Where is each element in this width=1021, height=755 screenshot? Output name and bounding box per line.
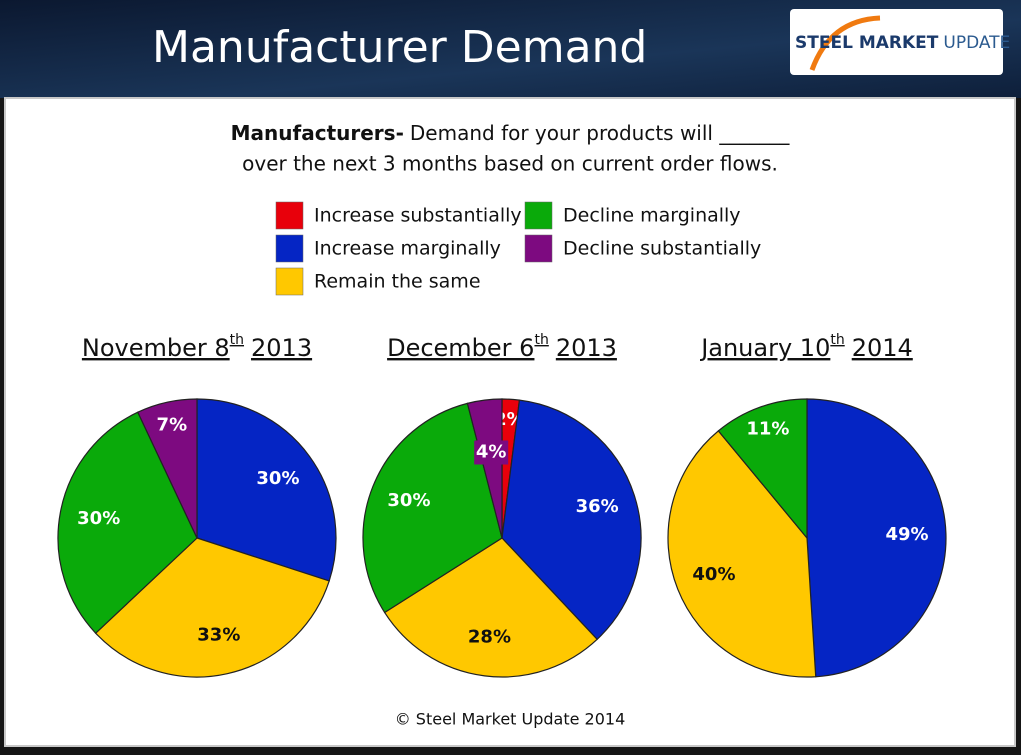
pie-title: December 6th 2013: [387, 332, 617, 362]
question-line-1: Manufacturers- Demand for your products w…: [231, 121, 791, 145]
logo-swoosh: [809, 15, 881, 71]
pie-title-sup: th: [534, 332, 548, 348]
legend-label: Remain the same: [314, 271, 481, 293]
legend: Increase substantially Increase marginall…: [275, 201, 761, 296]
value-label-box: [474, 440, 509, 465]
value-label: 11%: [746, 418, 789, 439]
pie-title-year: 2013: [556, 334, 617, 362]
question-text: Demand for your products will _______: [410, 121, 790, 145]
pie-slice: [137, 398, 198, 539]
pie-slice: [466, 398, 503, 539]
pie-slice: [362, 402, 503, 614]
copyright: © Steel Market Update 2014: [395, 710, 626, 729]
legend-swatch: [275, 267, 304, 296]
logo-bold: STEEL MARKET: [795, 33, 939, 53]
value-label: 30%: [256, 468, 299, 489]
value-label: 7%: [157, 414, 188, 435]
logo-light: UPDATE: [943, 33, 1010, 53]
logo: STEEL MARKET UPDATE: [790, 9, 1010, 75]
value-label: 4%: [476, 441, 507, 462]
value-label: 28%: [468, 626, 511, 647]
legend-swatch: [524, 234, 553, 263]
pie-slice: [383, 537, 599, 678]
pie-slice: [57, 411, 198, 635]
pie-title-year: 2014: [852, 334, 913, 362]
pie-slice: [501, 399, 642, 641]
pie-slice: [667, 430, 817, 678]
pie-slice: [806, 398, 947, 678]
pie-chart: January 10th 2014 49% 40% 11%: [667, 332, 947, 678]
value-label: 36%: [576, 496, 619, 517]
legend-label: Decline marginally: [563, 205, 741, 227]
pie-chart: November 8th 2013 30% 33% 30% 7%: [57, 332, 337, 678]
pie-slice: [94, 537, 330, 678]
pie-title-sup: th: [230, 332, 244, 348]
legend-label: Increase marginally: [314, 238, 501, 260]
legend-swatch: [275, 234, 304, 263]
legend-label: Increase substantially: [314, 205, 522, 227]
pie-slice: [717, 398, 808, 540]
pie-slice: [196, 398, 337, 582]
question-line-2: over the next 3 months based on current …: [242, 152, 778, 176]
pie-title: January 10th 2014: [699, 332, 913, 362]
pie-title-sup: th: [830, 332, 844, 348]
value-label: 40%: [692, 564, 735, 585]
slide-title: Manufacturer Demand: [152, 22, 647, 73]
value-label: 30%: [77, 508, 120, 529]
legend-swatch: [275, 201, 304, 230]
pie-title: November 8th 2013: [82, 332, 312, 362]
pie-title-main: November 8: [82, 334, 230, 362]
legend-swatch: [524, 201, 553, 230]
question-lead: Manufacturers-: [231, 121, 404, 145]
legend-label: Decline substantially: [563, 238, 761, 260]
pie-title-main: December 6: [387, 334, 534, 362]
value-label: 30%: [387, 490, 430, 511]
pie-title-year: 2013: [251, 334, 312, 362]
value-label: 33%: [197, 625, 240, 646]
value-label: 49%: [885, 524, 928, 545]
pie-title-main: January 10: [699, 334, 830, 362]
logo-text: STEEL MARKET UPDATE: [795, 33, 1010, 53]
